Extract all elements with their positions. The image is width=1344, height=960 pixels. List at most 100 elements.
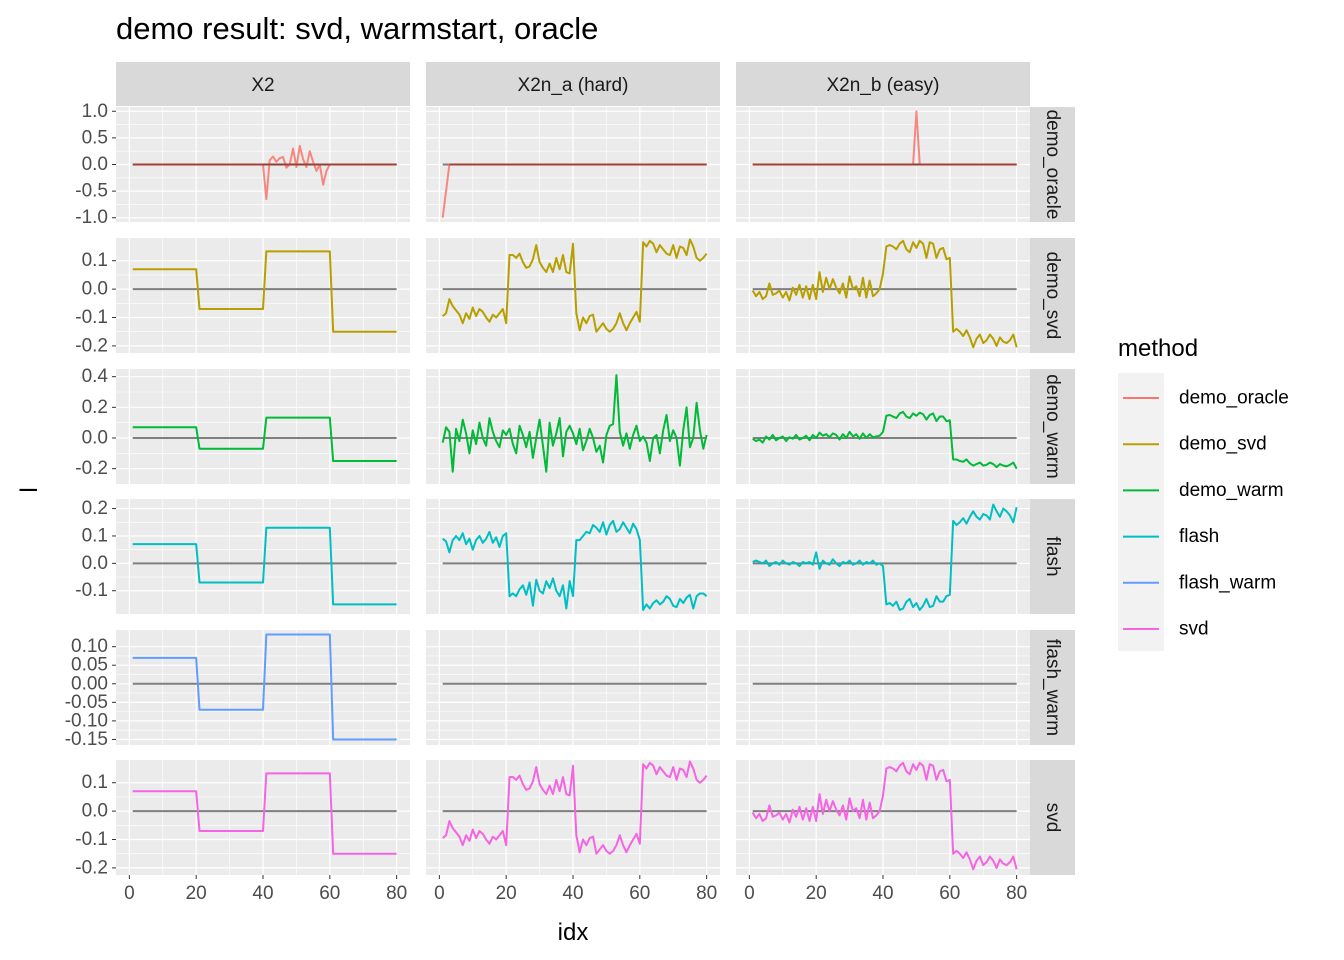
x-tick-label: 80: [696, 883, 717, 904]
y-tick-label: -0.1: [75, 307, 108, 328]
row-strip-label-flash: flash: [1042, 536, 1063, 576]
y-tick-label: 0.5: [82, 127, 108, 148]
panel-flash-x2n-a-hard: [426, 499, 720, 614]
panel-demo-svd-x2n-b-easy: [736, 238, 1030, 353]
y-tick-label: 0.00: [71, 673, 108, 694]
y-tick-label: 0.05: [71, 655, 108, 676]
panel-svd-x2: [116, 760, 410, 875]
x-tick-label: 80: [386, 883, 407, 904]
legend-label-demo-oracle: demo_oracle: [1179, 388, 1289, 409]
legend-key-background: [1118, 373, 1164, 651]
x-tick-label: 20: [496, 883, 517, 904]
y-tick-label: -0.05: [65, 692, 108, 713]
series-line-flash-warm: [132, 633, 397, 741]
x-tick-label: 60: [939, 883, 960, 904]
chart-title: demo result: svd, warmstart, oracle: [116, 11, 598, 46]
row-strip-label-flash-warm: flash_warm: [1042, 639, 1063, 736]
row-strip-demo-svd: [1030, 238, 1075, 353]
y-tick-label: 0.0: [82, 801, 108, 822]
series-line-demo-warm: [752, 410, 1018, 470]
panel-demo-warm-x2: [116, 369, 410, 484]
y-axis-label: l: [16, 487, 43, 492]
panel-svd-x2n-a-hard: [426, 760, 720, 875]
x-axes: 0 20 40 60 80 0 20 40 60 80 0 20 40 60 80: [124, 875, 1027, 904]
legend-label-demo-warm: demo_warm: [1179, 480, 1284, 501]
col-strip-label-x2: X2: [251, 75, 274, 96]
y-tick-label: 0.0: [82, 428, 108, 449]
panel-demo-oracle-x2n-b-easy: [736, 107, 1030, 222]
panel-flash-x2n-b-easy: [736, 499, 1030, 614]
row-strip-demo-oracle: [1030, 107, 1075, 222]
facet-strips: X2 X2n_a (hard) X2n_b (easy) demo_oracledem…: [116, 62, 1075, 875]
col-strip-label-x2n-b-easy: X2n_b (easy): [826, 75, 939, 96]
col-strip-x2: [116, 62, 410, 106]
col-strip-x2n-b-easy: [736, 62, 1030, 106]
panel-flash-warm-x2n-a-hard: [426, 630, 720, 745]
y-tick-label: -0.5: [75, 181, 108, 202]
series-line-demo-warm: [441, 374, 708, 473]
row-strip-demo-warm: [1030, 369, 1075, 484]
legend-label-demo-svd: demo_svd: [1179, 434, 1267, 455]
legend-label-svd: svd: [1179, 619, 1209, 640]
x-axis-label: idx: [558, 919, 589, 946]
x-tick-label: 80: [1006, 883, 1027, 904]
y-tick-label: -0.2: [75, 335, 108, 356]
row-strip-svd: [1030, 760, 1075, 875]
y-tick-label: 0.1: [82, 250, 108, 271]
x-tick-label: 20: [806, 883, 827, 904]
x-tick-label: 0: [434, 883, 445, 904]
panel-demo-oracle-x2n-a-hard: [426, 107, 720, 222]
y-tick-label: 0.4: [82, 366, 109, 387]
series-line-flash: [442, 519, 708, 611]
panel-demo-oracle-x2: [116, 107, 410, 222]
col-strip-x2n-a-hard: [426, 62, 720, 106]
legend-title: method: [1118, 335, 1198, 362]
y-tick-label: -0.15: [65, 729, 108, 750]
y-tick-label: -0.1: [75, 580, 108, 601]
y-tick-label: 0.2: [82, 498, 108, 519]
series-line-demo-svd: [132, 250, 397, 333]
x-tick-label: 60: [629, 883, 650, 904]
facet-panels: [116, 107, 1030, 875]
series-line-svd: [442, 760, 708, 855]
panel-flash-warm-x2: [116, 630, 410, 745]
panel-demo-warm-x2n-b-easy: [736, 369, 1030, 484]
panel-demo-svd-x2: [116, 238, 410, 353]
y-tick-label: 0.0: [82, 279, 108, 300]
legend-label-flash-warm: flash_warm: [1179, 572, 1276, 593]
y-tick-label: -0.2: [75, 857, 108, 878]
y-tick-label: -1.0: [75, 207, 108, 228]
y-axes: -1.0 -0.5 0.0 0.5 1.0 -0.2 -0.1 0.0 0.1 -0.2 0.0 0.…: [65, 101, 116, 878]
x-tick-label: 60: [319, 883, 340, 904]
panel-flash-warm-x2n-b-easy: [736, 630, 1030, 745]
panel-svd-x2n-b-easy: [736, 760, 1030, 875]
series-line-demo-warm: [132, 416, 397, 462]
x-tick-label: 40: [562, 883, 583, 904]
series-line-demo-svd: [751, 239, 1018, 349]
y-tick-label: -0.10: [65, 710, 108, 731]
row-strip-flash-warm: [1030, 630, 1075, 745]
panel-demo-warm-x2n-a-hard: [426, 369, 720, 484]
col-strip-label-x2n-a-hard: X2n_a (hard): [518, 75, 629, 96]
y-tick-label: -0.2: [75, 458, 108, 479]
panel-flash-x2: [116, 499, 410, 614]
panel-demo-svd-x2n-a-hard: [426, 238, 720, 353]
series-line-demo-svd: [442, 238, 708, 333]
row-strip-label-svd: svd: [1042, 803, 1063, 833]
x-tick-label: 20: [186, 883, 207, 904]
series-line-flash: [132, 526, 397, 606]
row-strip-flash: [1030, 499, 1075, 614]
y-tick-label: 0.0: [82, 553, 108, 574]
x-tick-label: 40: [252, 883, 273, 904]
row-strip-label-demo-oracle: demo_oracle: [1042, 110, 1063, 220]
x-tick-label: 40: [872, 883, 893, 904]
x-tick-label: 0: [124, 883, 135, 904]
legend-label-flash: flash: [1179, 526, 1219, 547]
row-strip-label-demo-warm: demo_warm: [1042, 374, 1063, 479]
series-line-svd: [132, 772, 397, 855]
y-tick-label: 0.0: [82, 154, 108, 175]
series-line-svd: [751, 761, 1018, 871]
y-tick-label: 1.0: [82, 101, 108, 122]
